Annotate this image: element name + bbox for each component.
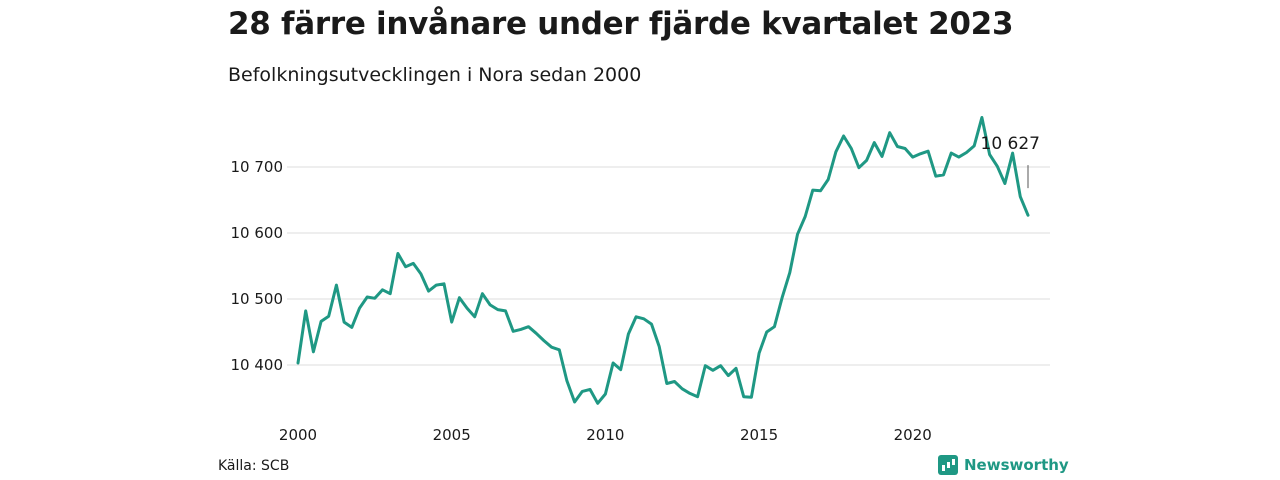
brand-logo: Newsworthy — [938, 455, 1069, 475]
x-tick-label: 2005 — [433, 426, 471, 444]
chart-subtitle: Befolkningsutvecklingen i Nora sedan 200… — [228, 64, 642, 86]
y-tick-label: 10 400 — [231, 356, 284, 374]
x-tick-label: 2000 — [279, 426, 317, 444]
brand-name: Newsworthy — [964, 456, 1069, 474]
grid-lines — [287, 166, 1050, 366]
x-tick-label: 2020 — [894, 426, 932, 444]
chart-title: 28 färre invånare under fjärde kvartalet… — [228, 6, 1014, 42]
population-line — [296, 116, 1030, 405]
annotation-label: 10 627 — [981, 134, 1040, 154]
y-tick-label: 10 500 — [231, 290, 284, 308]
newsworthy-icon — [938, 455, 958, 475]
y-tick-label: 10 600 — [231, 224, 284, 242]
y-axis: 10 400 10 500 10 600 10 700 — [231, 158, 284, 374]
y-tick-label: 10 700 — [231, 158, 284, 176]
x-axis: 2000 2005 2010 2015 2020 — [279, 426, 932, 444]
x-tick-label: 2010 — [586, 426, 624, 444]
source-note: Källa: SCB — [218, 458, 290, 474]
x-tick-label: 2015 — [740, 426, 778, 444]
